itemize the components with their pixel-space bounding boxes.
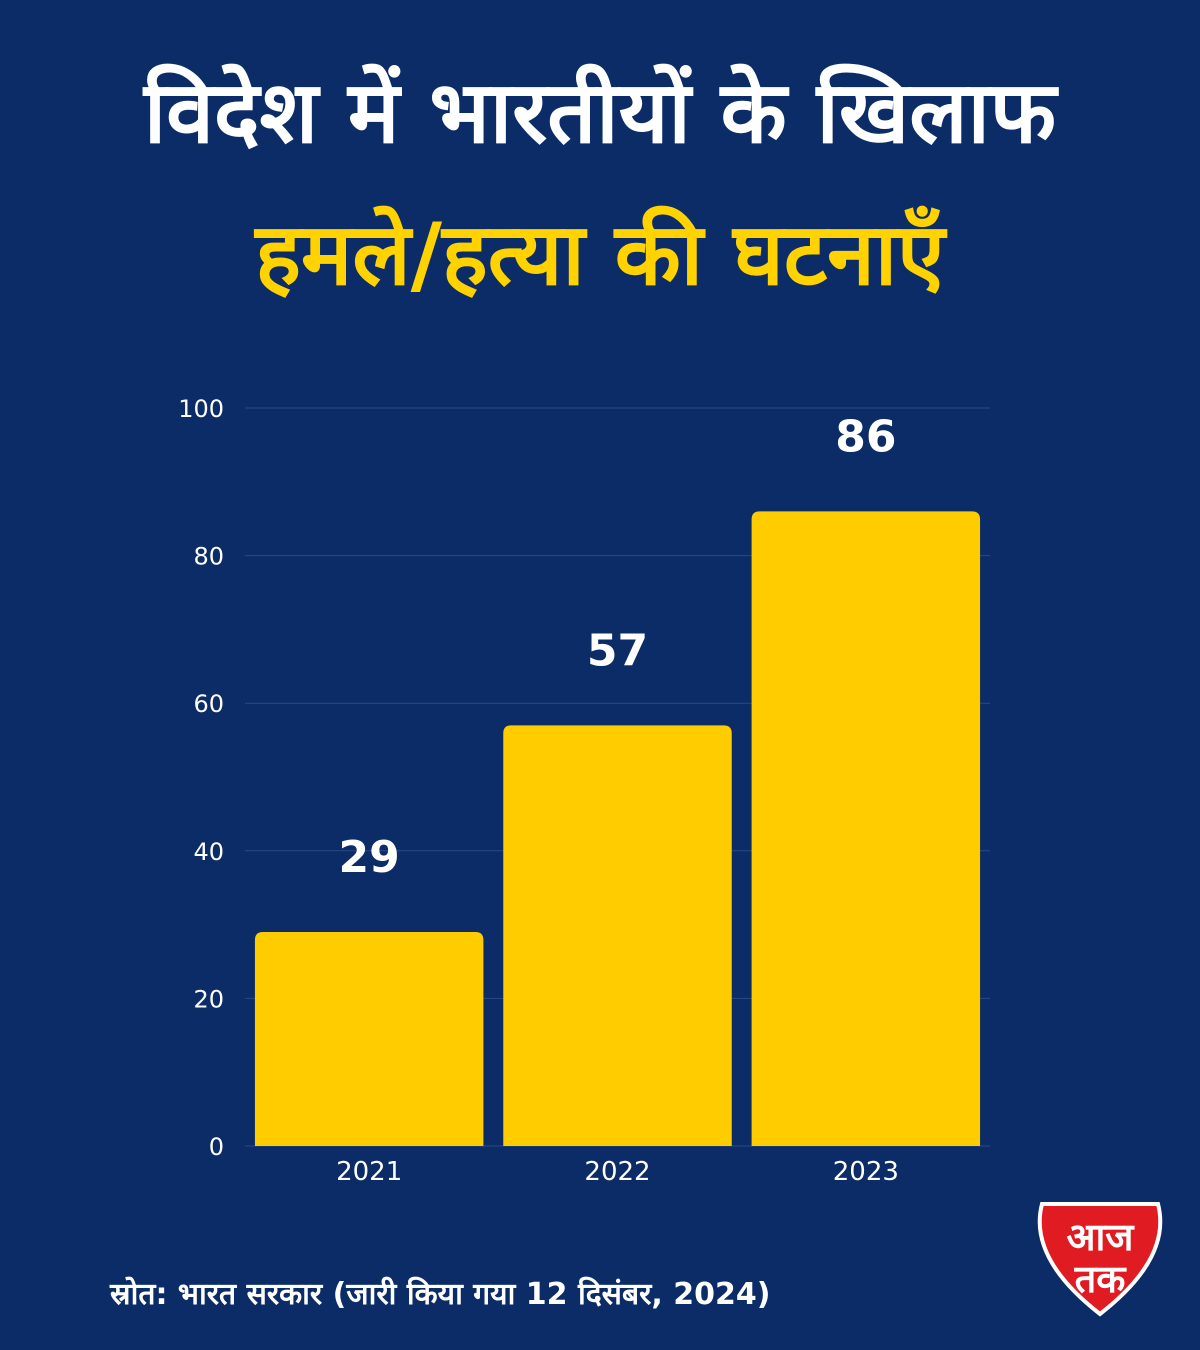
title-line-1: विदेश में भारतीयों के खिलाफ (143, 63, 1057, 163)
source-note: स्रोत: भारत सरकार (जारी किया गया 12 दिसं… (110, 1277, 771, 1312)
y-tick-label: 60 (193, 690, 224, 718)
bar-2022 (503, 725, 732, 1146)
bar-2021 (254, 931, 484, 1146)
y-tick-label: 20 (193, 985, 224, 1013)
y-tick-label: 80 (193, 543, 224, 571)
y-tick-label: 0 (209, 1133, 224, 1161)
aajtak-logo: आज तक (1037, 1202, 1163, 1317)
y-tick-label: 100 (178, 395, 224, 423)
x-tick-label-2023: 2023 (833, 1157, 899, 1187)
y-tick-label: 40 (193, 838, 224, 866)
bar-2023 (751, 511, 981, 1146)
logo-line-2: तक (1074, 1257, 1128, 1301)
x-tick-label-2022: 2022 (584, 1157, 650, 1187)
x-tick-label-2021: 2021 (336, 1157, 402, 1187)
title-line-2: हमले/हत्या की घटनाएँ (255, 205, 945, 305)
data-label-2023: 86 (835, 411, 896, 462)
logo-line-1: आज (1066, 1215, 1135, 1259)
data-label-2022: 57 (587, 625, 648, 676)
data-label-2021: 29 (339, 832, 400, 883)
logo-shield-icon (1037, 1202, 1163, 1317)
